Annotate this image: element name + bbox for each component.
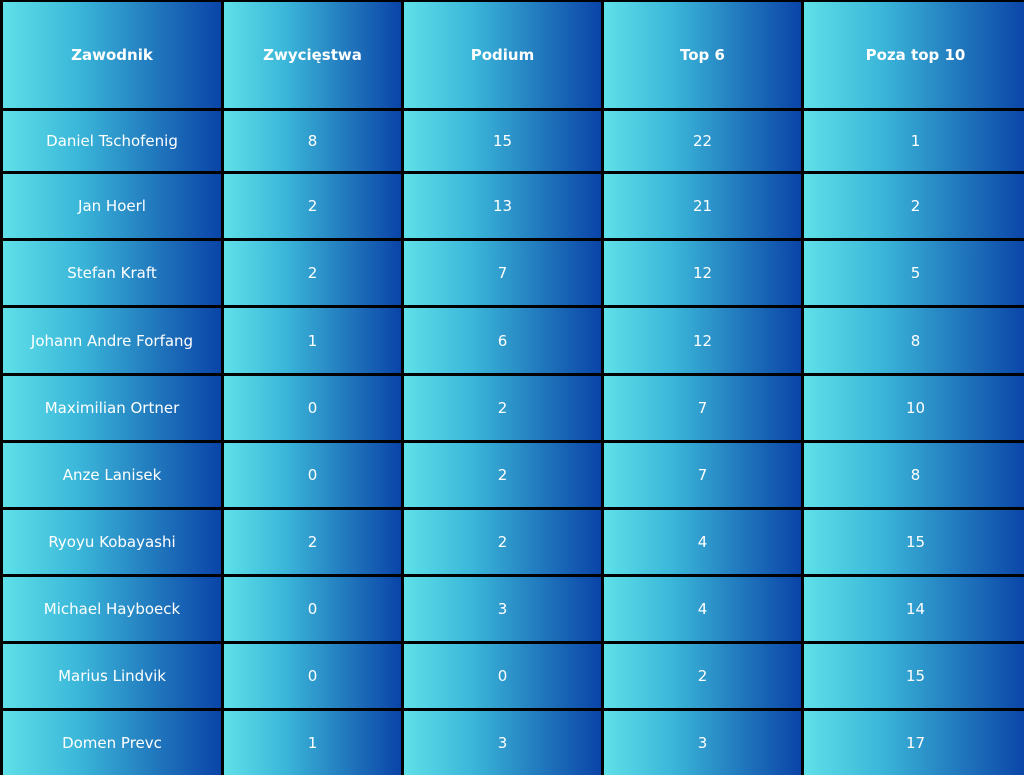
table-cell-top-6: 2 xyxy=(604,644,801,708)
table-cell-wins: 0 xyxy=(224,376,401,440)
table-cell-top-6: 7 xyxy=(604,443,801,507)
table-cell-outside-top-10: 2 xyxy=(804,174,1024,238)
column-header-zawodnik: Zawodnik xyxy=(3,2,221,108)
column-header-top-6: Top 6 xyxy=(604,2,801,108)
table-cell-outside-top-10: 8 xyxy=(804,308,1024,373)
table-cell-player-name: Daniel Tschofenig xyxy=(3,111,221,171)
table-cell-outside-top-10: 1 xyxy=(804,111,1024,171)
table-cell-top-6: 3 xyxy=(604,711,801,775)
table-cell-outside-top-10: 17 xyxy=(804,711,1024,775)
table-cell-outside-top-10: 15 xyxy=(804,510,1024,574)
table-cell-podium: 3 xyxy=(404,711,601,775)
table-cell-top-6: 7 xyxy=(604,376,801,440)
table-cell-podium: 3 xyxy=(404,577,601,641)
table-cell-podium: 6 xyxy=(404,308,601,373)
table-cell-wins: 0 xyxy=(224,644,401,708)
column-header-zwyciestwa: Zwycięstwa xyxy=(224,2,401,108)
table-cell-podium: 15 xyxy=(404,111,601,171)
table-cell-top-6: 21 xyxy=(604,174,801,238)
table-cell-podium: 0 xyxy=(404,644,601,708)
table-cell-player-name: Johann Andre Forfang xyxy=(3,308,221,373)
table-cell-wins: 0 xyxy=(224,577,401,641)
table-cell-wins: 2 xyxy=(224,241,401,305)
table-cell-wins: 1 xyxy=(224,711,401,775)
table-cell-wins: 0 xyxy=(224,443,401,507)
table-cell-player-name: Anze Lanisek xyxy=(3,443,221,507)
table-cell-wins: 1 xyxy=(224,308,401,373)
table-cell-top-6: 12 xyxy=(604,308,801,373)
table-cell-podium: 7 xyxy=(404,241,601,305)
table-cell-wins: 8 xyxy=(224,111,401,171)
table-cell-outside-top-10: 15 xyxy=(804,644,1024,708)
table-cell-outside-top-10: 14 xyxy=(804,577,1024,641)
table-cell-top-6: 22 xyxy=(604,111,801,171)
table-cell-wins: 2 xyxy=(224,174,401,238)
table-cell-podium: 2 xyxy=(404,510,601,574)
table-cell-player-name: Michael Hayboeck xyxy=(3,577,221,641)
table-cell-top-6: 4 xyxy=(604,510,801,574)
column-header-podium: Podium xyxy=(404,2,601,108)
table-cell-player-name: Marius Lindvik xyxy=(3,644,221,708)
table-cell-podium: 13 xyxy=(404,174,601,238)
table-cell-player-name: Domen Prevc xyxy=(3,711,221,775)
table-cell-podium: 2 xyxy=(404,443,601,507)
table-cell-podium: 2 xyxy=(404,376,601,440)
table-cell-player-name: Jan Hoerl xyxy=(3,174,221,238)
table-cell-top-6: 12 xyxy=(604,241,801,305)
table-cell-outside-top-10: 5 xyxy=(804,241,1024,305)
table-cell-top-6: 4 xyxy=(604,577,801,641)
table-cell-player-name: Maximilian Ortner xyxy=(3,376,221,440)
table-cell-player-name: Stefan Kraft xyxy=(3,241,221,305)
table-cell-outside-top-10: 8 xyxy=(804,443,1024,507)
column-header-poza-top-10: Poza top 10 xyxy=(804,2,1024,108)
table-cell-player-name: Ryoyu Kobayashi xyxy=(3,510,221,574)
table-cell-wins: 2 xyxy=(224,510,401,574)
table-cell-outside-top-10: 10 xyxy=(804,376,1024,440)
